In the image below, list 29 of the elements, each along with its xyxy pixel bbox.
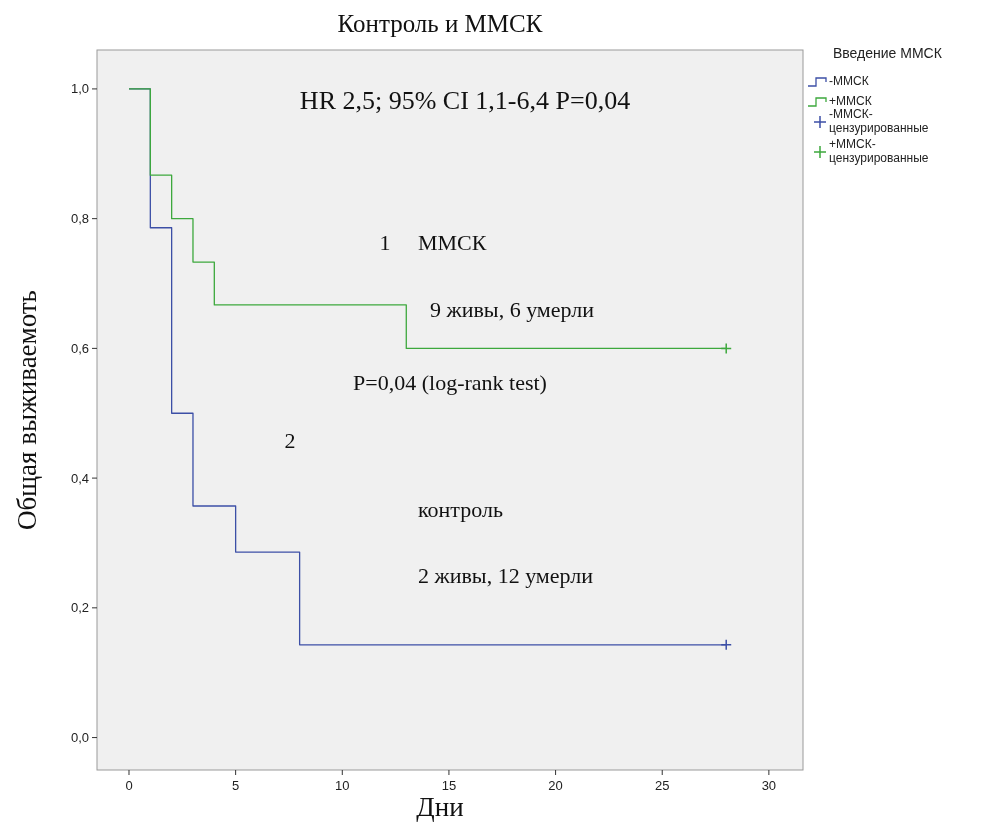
annotation: 1	[379, 230, 391, 256]
y-axis-title: Общая выживаемоть	[12, 290, 42, 530]
annotation: контроль	[418, 497, 503, 523]
x-axis-title: Дни	[416, 792, 464, 822]
y-tick-label: 0,0	[70, 730, 89, 746]
x-tick-label: 5	[232, 778, 240, 793]
legend-label: +ММСК	[829, 94, 872, 109]
x-tick-label: 15	[441, 778, 457, 793]
x-tick-label: 25	[654, 778, 670, 793]
x-tick-label: 10	[335, 778, 350, 793]
y-tick-label: 0,2	[70, 600, 89, 616]
y-tick-label: 0,4	[70, 470, 89, 486]
legend-label: -ММСК-цензурированные	[829, 107, 929, 136]
legend-title: Введение ММСК	[833, 45, 943, 61]
x-tick-label: 30	[761, 778, 777, 793]
x-tick-label: 20	[548, 778, 563, 793]
y-tick-label: 1,0	[70, 81, 89, 97]
annotation: 2	[284, 428, 296, 454]
annotation: 2 живы, 12 умерли	[418, 563, 594, 589]
y-tick-label: 0,6	[70, 340, 89, 356]
annotation: 9 живы, 6 умерли	[430, 297, 595, 323]
y-tick-label: 0,8	[70, 211, 89, 227]
annotation: ММСК	[418, 230, 487, 256]
legend-label: +ММСК-цензурированные	[829, 137, 929, 166]
x-tick-label: 0	[125, 778, 133, 793]
legend-label: -ММСК	[829, 74, 869, 89]
chart-title: Контроль и ММСК	[337, 10, 543, 37]
annotation: P=0,04 (log-rank test)	[353, 370, 547, 396]
annotation: HR 2,5; 95% CI 1,1-6,4 P=0,04	[299, 85, 631, 115]
